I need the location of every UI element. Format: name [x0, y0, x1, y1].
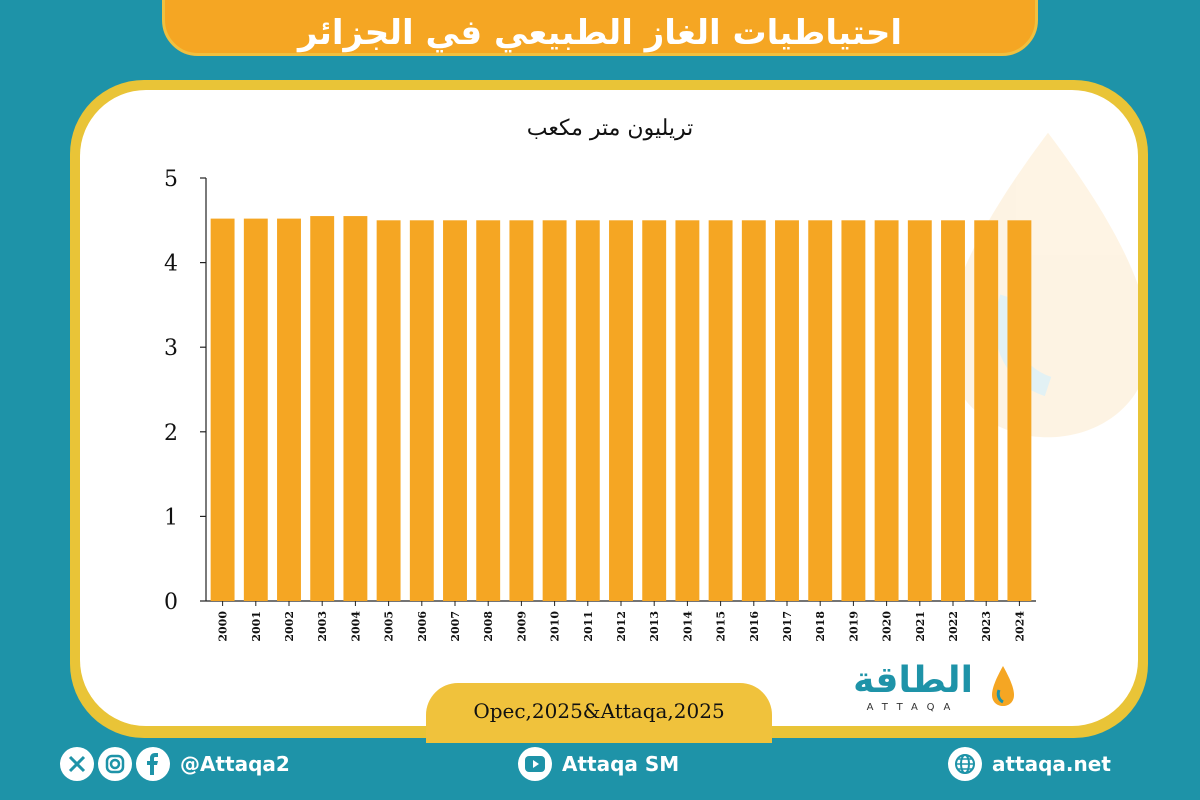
y-tick-label: 2: [164, 421, 178, 446]
bar-2009: [509, 220, 534, 602]
y-tick-label: 0: [164, 590, 178, 615]
bar-2013: [642, 220, 667, 602]
x-tick-label: 2009: [515, 611, 528, 642]
bar-2019: [841, 220, 866, 602]
bar-2010: [542, 220, 567, 602]
y-tick-label: 1: [164, 505, 178, 530]
x-tick-label: 2000: [217, 611, 230, 642]
x-tick-label: 2015: [715, 611, 728, 642]
bar-2011: [575, 220, 600, 602]
y-tick-label: 4: [164, 252, 178, 277]
bar-2008: [476, 220, 501, 602]
x-tick-label: 2013: [648, 611, 661, 642]
bar-2022: [941, 220, 965, 602]
x-tick-label: 2017: [781, 611, 794, 642]
facebook-icon[interactable]: [136, 747, 170, 781]
youtube-icon[interactable]: [518, 747, 552, 781]
globe-icon[interactable]: [948, 747, 982, 781]
x-tick-label: 2003: [316, 611, 329, 642]
x-tick-label: 2005: [383, 611, 396, 642]
bar-2000: [210, 218, 235, 601]
unit-label: تريليون متر مكعب: [526, 116, 694, 141]
drop-logo-icon: [992, 666, 1014, 706]
bar-2020: [874, 220, 899, 602]
x-tick-label: 2022: [947, 611, 960, 642]
x-tick-label: 2014: [681, 611, 694, 642]
bar-2014: [675, 220, 700, 602]
x-tick-label: 2011: [582, 611, 595, 642]
x-tick-label: 2006: [416, 611, 429, 642]
bar-2004: [343, 216, 368, 601]
bar-2005: [376, 220, 401, 602]
bar-2016: [741, 220, 766, 602]
x-tick-label: 2019: [847, 611, 860, 642]
bar-2007: [443, 220, 467, 602]
bar-2017: [775, 220, 799, 602]
title-banner: احتياطيات الغاز الطبيعي في الجزائر: [162, 0, 1038, 56]
x-tick-label: 2012: [615, 611, 628, 642]
x-tick-label: 2021: [914, 611, 927, 642]
x-tick-label: 2016: [748, 611, 761, 642]
x-tick-label: 2018: [814, 611, 827, 642]
x-tick-label: 2008: [482, 611, 495, 642]
bar-2024: [1007, 220, 1032, 602]
bar-2021: [907, 220, 932, 602]
chart-title: احتياطيات الغاز الطبيعي في الجزائر: [297, 13, 902, 53]
bar-2012: [609, 220, 633, 602]
instagram-icon[interactable]: [98, 747, 132, 781]
bar-2002: [277, 218, 301, 601]
bar-2006: [409, 220, 434, 602]
x-tick-label: 2007: [449, 611, 462, 642]
x-tick-label: 2010: [549, 611, 562, 642]
logo-arabic: الطاقة: [853, 660, 973, 701]
source-pill: Opec,2025&Attaqa,2025: [426, 683, 772, 743]
x-tick-label: 2001: [250, 611, 263, 642]
x-tick-label: 2004: [349, 611, 362, 642]
x-tick-label: 2023: [980, 611, 993, 642]
x-tick-label: 2002: [283, 611, 296, 642]
bar-2001: [243, 218, 268, 601]
website-link: attaqa.net: [948, 744, 1111, 784]
social-handle[interactable]: @Attaqa2: [180, 752, 290, 776]
source-text: Opec,2025&Attaqa,2025: [473, 699, 725, 723]
bar-2003: [310, 216, 335, 601]
bar-2015: [708, 220, 733, 602]
bar-2023: [974, 220, 999, 602]
youtube-link: Attaqa SM: [518, 744, 679, 784]
y-tick-label: 5: [164, 167, 178, 192]
attaqa-logo: الطاقة ATTAQA: [838, 660, 1018, 720]
x-tick-label: 2020: [881, 611, 894, 642]
website-label[interactable]: attaqa.net: [992, 752, 1111, 776]
x-tick-label: 2024: [1013, 611, 1026, 642]
y-tick-label: 3: [164, 336, 178, 361]
logo-english: ATTAQA: [866, 702, 960, 713]
x-icon[interactable]: [60, 747, 94, 781]
social-links: @Attaqa2: [60, 744, 290, 784]
youtube-label[interactable]: Attaqa SM: [562, 752, 680, 776]
bar-2018: [808, 220, 833, 602]
